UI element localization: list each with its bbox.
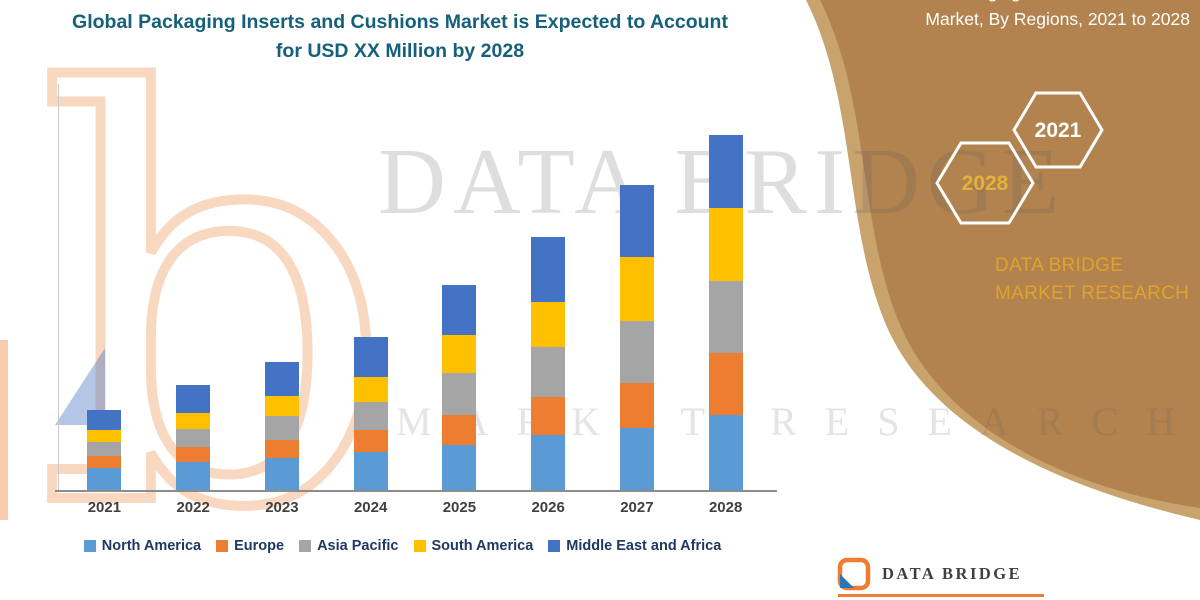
hexagon-2028-badge: 2028 — [935, 141, 1035, 225]
bar-segment — [708, 353, 743, 415]
x-axis-tick-label: 2021 — [87, 499, 122, 516]
legend-item: Middle East and Africa — [548, 538, 721, 554]
bar-segment — [442, 373, 477, 415]
bar-segment — [353, 337, 388, 377]
bar-segment — [708, 135, 743, 208]
bar-segment — [87, 442, 122, 456]
legend-label: South America — [431, 538, 534, 554]
legend-swatch — [216, 540, 229, 552]
footer-brand-text: DATA BRIDGE — [882, 564, 1023, 583]
bar-segment — [87, 430, 122, 442]
legend-item: Asia Pacific — [299, 538, 399, 554]
legend-swatch — [548, 540, 561, 552]
bar-segment — [619, 428, 654, 490]
bar-segment — [264, 362, 299, 396]
bar-segment — [708, 415, 743, 490]
legend-swatch — [299, 540, 312, 552]
brand-text: DATA BRIDGE MARKET RESEARCH — [995, 255, 1190, 304]
legend-item: South America — [413, 538, 534, 554]
bar-segment — [264, 458, 299, 490]
bar-segment — [353, 402, 388, 430]
chart-title: Global Packaging Inserts and Cushions Ma… — [72, 11, 728, 63]
plot-area — [60, 80, 770, 490]
bar-segment — [708, 281, 743, 353]
legend-label: Middle East and Africa — [566, 538, 722, 554]
left-edge-accent — [0, 340, 8, 520]
legend-label: North America — [101, 538, 202, 554]
bar-segment — [619, 257, 654, 321]
bar-segment — [264, 396, 299, 416]
datab-logo-icon — [837, 557, 871, 591]
bar-segment — [176, 429, 211, 447]
stacked-bar-2022 — [176, 80, 211, 490]
stacked-bar-2021 — [87, 80, 122, 490]
bar-segment — [619, 383, 654, 428]
bar-segment — [531, 347, 566, 397]
bar-segment — [264, 440, 299, 458]
svg-text:b: b — [36, 0, 394, 600]
x-axis-tick-label: 2026 — [531, 499, 565, 516]
bar-segment — [176, 385, 211, 413]
x-axis-line — [55, 490, 777, 492]
bar-segment — [531, 435, 566, 490]
panel-heading: Global Packaging Inserts and Cushions Ma… — [884, 0, 1190, 30]
bar-segment — [87, 468, 122, 490]
stacked-bar-2024 — [353, 80, 388, 490]
badge-2021-label: 2021 — [1035, 119, 1082, 142]
bar-segment — [353, 452, 388, 490]
legend: North America Europe Asia Pacific South Ame… — [30, 538, 775, 554]
legend-label: Asia Pacific — [317, 538, 399, 554]
legend-item: Europe — [216, 538, 284, 554]
legend-label: Europe — [234, 538, 285, 554]
footer-logo-lockup: DATA BRIDGE — [836, 556, 1200, 600]
stacked-bar-2023 — [264, 80, 299, 490]
x-axis-tick-label: 2028 — [708, 499, 743, 516]
panel-heading-clip: Global Packaging Inserts and Cushions Ma… — [860, 0, 1190, 64]
bar-segment — [531, 237, 566, 302]
bar-segment — [87, 410, 122, 430]
bar-segment — [442, 335, 477, 373]
x-axis-tick-label: 2024 — [353, 499, 388, 516]
x-axis-tick-label: 2023 — [265, 499, 299, 516]
bar-segment — [442, 285, 477, 335]
legend-swatch — [83, 540, 96, 552]
badge-2028-label: 2028 — [962, 172, 1009, 195]
x-axis-labels: 2021 2022 2023 2024 2025 2026 2027 2028 — [60, 499, 770, 519]
legend-item: North America — [83, 538, 202, 554]
x-axis-tick-label: 2027 — [620, 499, 654, 516]
footer-orange-rule — [838, 594, 1044, 597]
legend-swatch — [413, 540, 426, 552]
bar-segment — [531, 302, 566, 347]
x-axis-tick-label: 2025 — [442, 499, 477, 516]
stacked-bar-2027 — [619, 80, 654, 490]
stacked-bar-2028 — [708, 80, 743, 490]
bar-segment — [442, 445, 477, 490]
x-axis-tick-label: 2022 — [176, 499, 210, 516]
bar-segment — [353, 430, 388, 452]
bar-segment — [87, 456, 122, 468]
bar-segment — [442, 415, 477, 445]
y-axis-line — [58, 84, 59, 490]
stacked-bar-2026 — [531, 80, 566, 490]
bar-segment — [176, 413, 211, 429]
bar-segment — [531, 397, 566, 435]
bar-segment — [619, 321, 654, 383]
datab-logo-watermark-icon: b — [31, 0, 399, 600]
bar-segment — [353, 377, 388, 402]
bar-segment — [264, 416, 299, 440]
bar-segment — [176, 462, 211, 490]
bar-segment — [619, 185, 654, 257]
hexagon-2021-badge: 2021 — [1012, 91, 1104, 169]
bar-segment — [176, 447, 211, 462]
bar-segment — [708, 208, 743, 281]
stacked-bar-2025 — [442, 80, 477, 490]
year-badges: 2028 2021 — [935, 91, 1104, 225]
